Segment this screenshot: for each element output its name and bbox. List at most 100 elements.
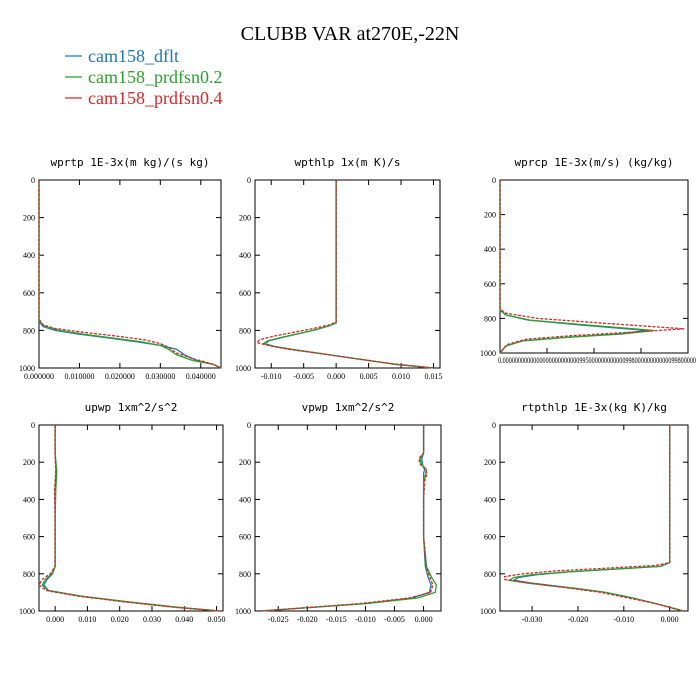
y-tick-label: 1000	[19, 607, 35, 616]
y-tick-label: 0	[492, 176, 496, 185]
x-tick-label: -0.010	[613, 615, 634, 624]
y-tick-label: 800	[239, 570, 251, 579]
series-line-cam158_prdfsn0.4	[38, 180, 222, 369]
x-tick-label: 0.010	[392, 372, 410, 381]
x-tick-label: 0.005	[360, 372, 378, 381]
plot-frame	[254, 179, 441, 369]
series-line-cam158_dflt	[499, 180, 647, 354]
y-tick-label: 600	[484, 280, 496, 289]
panel-1: wpthlp 1x(m K)/s 0 200 400 600 800 1000 -0.010 -…	[235, 156, 443, 381]
x-tick-label: 0.040000	[186, 372, 216, 381]
y-tick-label: 0	[31, 176, 35, 185]
x-tick-label: -0.020	[297, 615, 318, 624]
figure-title: CLUBB VAR at270E,-22N	[241, 23, 460, 45]
x-tick-label: 0.000	[415, 615, 433, 624]
y-tick-label: 0	[492, 421, 496, 430]
x-tick-label: 0.040	[175, 615, 193, 624]
series-line-cam158_dflt	[260, 425, 432, 612]
x-tick-label: 0.000000	[24, 372, 54, 381]
plot-frame	[254, 424, 442, 612]
x-tick-label: 0.020	[111, 615, 129, 624]
y-tick-label: 1000	[235, 364, 251, 373]
panel-title: wprtp 1E-3x(m kg)/(s kg)	[51, 156, 210, 169]
series-line-cam158_prdfsn0.2	[38, 180, 222, 369]
y-tick-label: 0	[247, 421, 251, 430]
x-tick-label: -0.005	[384, 615, 405, 624]
plot-frame	[38, 424, 224, 612]
x-tick-label: -0.015	[326, 615, 347, 624]
y-tick-label: 800	[484, 570, 496, 579]
y-tick-label: 600	[23, 289, 35, 298]
x-tick-label: 0.010000	[64, 372, 94, 381]
x-tick-label: 0.015	[425, 372, 443, 381]
x-tick-label: -0.005	[293, 372, 314, 381]
y-tick-label: 600	[484, 533, 496, 542]
x-tick-label: 0.020000	[105, 372, 135, 381]
y-tick-label: 200	[23, 458, 35, 467]
legend-label-prdfsn0.4: cam158_prdfsn0.4	[88, 88, 222, 108]
y-tick-label: 1000	[480, 349, 496, 358]
x-tick-label: 0.030	[143, 615, 161, 624]
y-tick-label: 800	[23, 570, 35, 579]
panel-4: vpwp 1xm^2/s^2 0 200 400 600 800 1000 -0.025 -0.…	[235, 401, 442, 624]
x-tick-label: -0.025	[268, 615, 289, 624]
legend-label-dflt: cam158_dflt	[88, 46, 179, 66]
x-tick-label: 0.030000	[145, 372, 175, 381]
x-tick-label: -0.020	[568, 615, 589, 624]
y-tick-label: 800	[23, 326, 35, 335]
panel-title: rtpthlp 1E-3x(kg K)/kg	[521, 401, 667, 414]
series-line-cam158_prdfsn0.2	[499, 180, 655, 354]
x-tick-label: -0.010	[261, 372, 282, 381]
series-line-cam158_dflt	[511, 425, 684, 612]
panel-title: upwp 1xm^2/s^2	[85, 401, 178, 414]
series-line-cam158_prdfsn0.4	[503, 425, 684, 612]
y-tick-label: 1000	[19, 364, 35, 373]
series-line-cam158_dflt	[263, 180, 434, 369]
x-tick-label: 0.010	[78, 615, 96, 624]
x-tick-label: 0.000	[661, 615, 679, 624]
y-tick-label: 0	[31, 421, 35, 430]
series-line-cam158_prdfsn0.4	[38, 425, 220, 612]
x-tick-label: -0.010	[355, 615, 376, 624]
panel-5: rtpthlp 1E-3x(kg K)/kg 0 200 400 600 800 1000 -…	[480, 401, 689, 624]
y-tick-label: 200	[239, 214, 251, 223]
y-tick-label: 400	[239, 251, 251, 260]
series-line-cam158_prdfsn0.4	[255, 180, 434, 369]
series-line-cam158_prdfsn0.2	[41, 425, 220, 612]
panels: wprtp 1E-3x(m kg)/(s kg) 0 200 400 600 800 100…	[19, 156, 696, 624]
y-tick-label: 1000	[480, 607, 496, 616]
panel-2: wprcp 1E-3x(m/s) (kg/kg) 0 200 400 600 800 100…	[480, 156, 696, 365]
x-tick-label: -0.030	[522, 615, 543, 624]
panel-0: wprtp 1E-3x(m kg)/(s kg) 0 200 400 600 800 100…	[19, 156, 222, 381]
y-tick-label: 400	[239, 495, 251, 504]
series-line-cam158_dflt	[42, 425, 220, 612]
y-tick-label: 400	[484, 245, 496, 254]
y-tick-label: 600	[239, 289, 251, 298]
series-line-cam158_prdfsn0.4	[260, 425, 434, 612]
y-tick-label: 800	[239, 326, 251, 335]
y-tick-label: 200	[239, 458, 251, 467]
y-tick-label: 0	[247, 176, 251, 185]
y-tick-label: 1000	[235, 607, 251, 616]
y-tick-label: 400	[23, 251, 35, 260]
y-tick-label: 400	[484, 495, 496, 504]
panel-title: wprcp 1E-3x(m/s) (kg/kg)	[515, 156, 674, 169]
panel-3: upwp 1xm^2/s^2 0 200 400 600 800 1000 0.000 0.01…	[19, 401, 226, 624]
x-tick-label: 0.050	[208, 615, 226, 624]
legend-label-prdfsn0.2: cam158_prdfsn0.2	[88, 67, 222, 87]
panel-title: wpthlp 1x(m K)/s	[295, 156, 401, 169]
x-tick-label-overlapped: 0.00000000000000000000000009950000000000…	[498, 356, 696, 365]
y-tick-label: 200	[484, 211, 496, 220]
y-tick-label: 600	[23, 533, 35, 542]
series-line-cam158_prdfsn0.4	[499, 180, 685, 354]
panel-title: vpwp 1xm^2/s^2	[302, 401, 395, 414]
y-tick-label: 200	[23, 214, 35, 223]
y-tick-label: 400	[23, 495, 35, 504]
x-tick-label: 0.000	[46, 615, 64, 624]
y-tick-label: 800	[484, 314, 496, 323]
series-line-cam158_prdfsn0.2	[261, 180, 434, 369]
plot-frame	[499, 424, 689, 612]
y-tick-label: 600	[239, 533, 251, 542]
series-line-cam158_prdfsn0.2	[260, 425, 438, 612]
